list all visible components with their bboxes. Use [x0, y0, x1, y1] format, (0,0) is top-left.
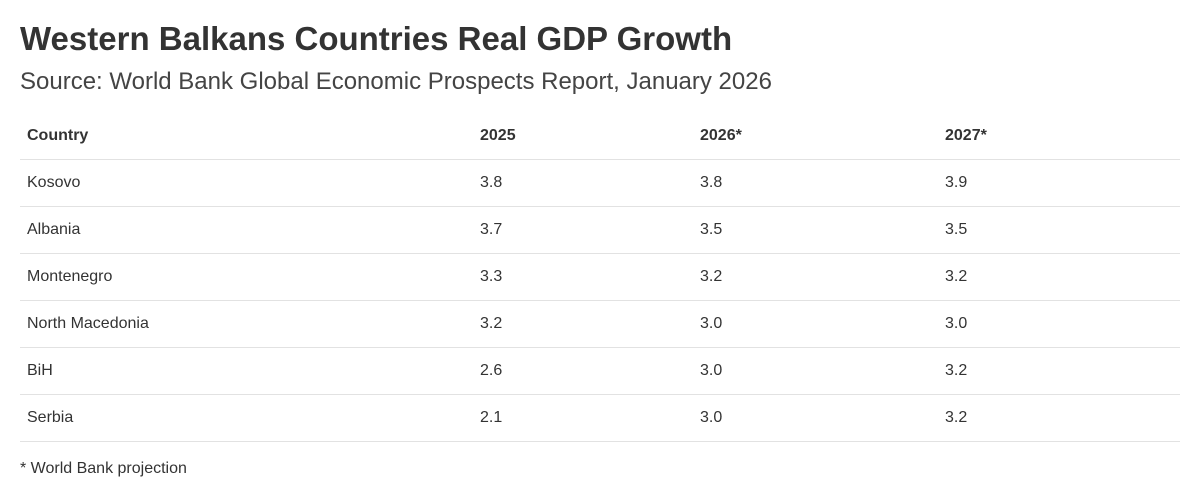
- title: Western Balkans Countries Real GDP Growt…: [20, 20, 733, 57]
- value-cell: 3.3: [473, 253, 693, 301]
- header-row: Country 2025 2026* 2027*: [20, 112, 1180, 160]
- value-cell: 3.8: [473, 159, 693, 207]
- value-cell: 3.0: [693, 300, 938, 348]
- value-cell: 2.6: [473, 347, 693, 395]
- value-cell: 3.7: [473, 206, 693, 254]
- country-cell: Kosovo: [20, 159, 473, 207]
- value-cell: 3.2: [938, 394, 1180, 442]
- column-header: 2027*: [938, 112, 1180, 160]
- value-cell: 3.2: [938, 347, 1180, 395]
- country-cell: Albania: [20, 206, 473, 254]
- table-row: North Macedonia 3.2 3.0 3.0: [20, 300, 1180, 348]
- country-cell: Serbia: [20, 394, 473, 442]
- value-cell: 3.8: [693, 159, 938, 207]
- table-row: Serbia 2.1 3.0 3.2: [20, 394, 1180, 442]
- country-cell: North Macedonia: [20, 300, 473, 348]
- table-row: Albania 3.7 3.5 3.5: [20, 206, 1180, 254]
- table-row: Montenegro 3.3 3.2 3.2: [20, 253, 1180, 301]
- table-body: Kosovo 3.8 3.8 3.9 Albania 3.7 3.5 3.5 Montenegr…: [20, 159, 1180, 442]
- value-cell: 3.0: [693, 347, 938, 395]
- table-row: BiH 2.6 3.0 3.2: [20, 347, 1180, 395]
- value-cell: 3.2: [938, 253, 1180, 301]
- table-row: Kosovo 3.8 3.8 3.9: [20, 159, 1180, 207]
- value-cell: 3.2: [693, 253, 938, 301]
- subtitle: Source: World Bank Global Economic Prosp…: [20, 68, 772, 95]
- value-cell: 2.1: [473, 394, 693, 442]
- column-header: Country: [20, 112, 473, 160]
- country-cell: Montenegro: [20, 253, 473, 301]
- gdp-table: Country 2025 2026* 2027* Kosovo 3.8 3.8 3.9 Alb…: [20, 112, 1180, 442]
- country-cell: BiH: [20, 347, 473, 395]
- column-header: 2026*: [693, 112, 938, 160]
- value-cell: 3.0: [693, 394, 938, 442]
- column-header: 2025: [473, 112, 693, 160]
- value-cell: 3.9: [938, 159, 1180, 207]
- value-cell: 3.5: [938, 206, 1180, 254]
- footnote: * World Bank projection: [20, 460, 187, 477]
- value-cell: 3.0: [938, 300, 1180, 348]
- value-cell: 3.2: [473, 300, 693, 348]
- value-cell: 3.5: [693, 206, 938, 254]
